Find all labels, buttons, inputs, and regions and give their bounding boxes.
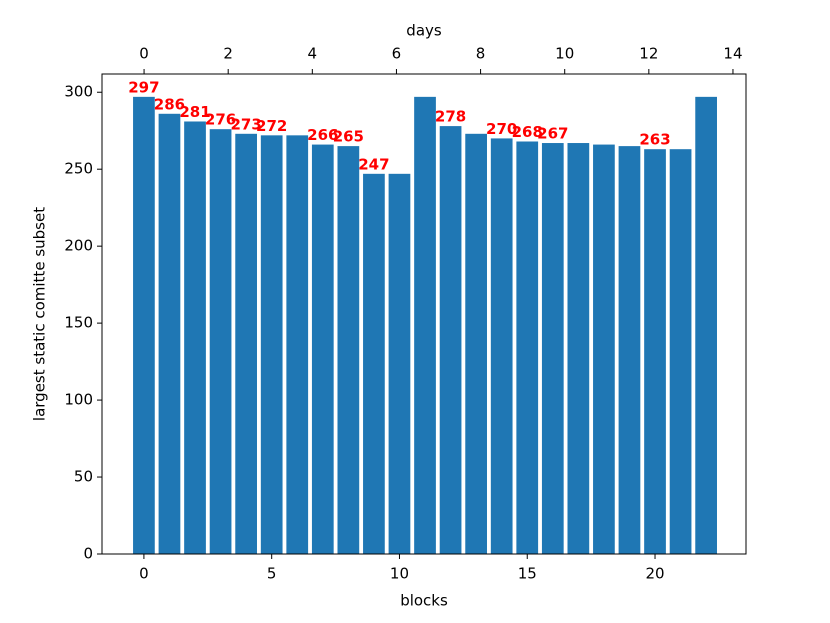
x2-tick-label: 12 [639,45,658,63]
x-axis-label: blocks [400,592,448,610]
value-label: 265 [333,128,364,146]
bar [618,146,641,555]
bar [388,173,411,555]
bar [465,133,487,554]
bar [490,138,513,554]
y-axis-label: largest static comitte subset [31,207,49,421]
x2-tick-label: 14 [723,45,742,63]
bar [593,144,615,554]
bar [567,143,590,554]
y-tick-label: 100 [64,391,93,409]
y-tick-label: 300 [64,83,93,101]
bar [209,129,232,555]
value-label: 270 [486,120,517,138]
x2-axis-label: days [406,22,442,40]
value-label: 273 [230,115,261,133]
bar [235,133,257,554]
plot-frame [101,73,747,555]
y-tick-label: 50 [74,468,93,486]
value-label: 266 [307,126,338,144]
x2-tick-label: 4 [308,45,318,63]
bar [133,96,155,554]
value-label: 281 [179,103,210,121]
x2-tick-label: 8 [476,45,486,63]
bar [337,146,360,555]
y-tick-label: 150 [64,314,93,332]
value-label: 267 [537,125,568,143]
value-label: 263 [639,131,670,149]
value-label: 247 [358,155,389,173]
bar [644,149,666,554]
x2-tick-label: 2 [223,45,233,63]
bar [516,141,539,554]
x-tick-label: 15 [518,565,537,583]
value-label: 278 [435,108,466,126]
bar [311,144,334,554]
value-label: 297 [128,78,159,96]
y-tick-label: 250 [64,160,93,178]
x-tick-label: 20 [645,565,664,583]
bar [286,135,309,554]
y-tick-label: 200 [64,237,93,255]
bar [184,121,206,554]
bar [669,149,692,554]
x2-tick-label: 6 [392,45,402,63]
bar [439,126,462,554]
bar [158,113,181,554]
value-label: 268 [512,123,543,141]
value-label: 276 [205,111,236,129]
value-label: 272 [256,117,287,135]
y-tick-label: 0 [83,545,93,563]
value-label: 286 [154,95,185,113]
bar [695,96,717,554]
x2-tick-label: 10 [555,45,574,63]
bar [541,143,564,554]
x-tick-label: 10 [390,565,409,583]
x2-tick-label: 0 [139,45,149,63]
x-tick-label: 0 [139,565,149,583]
bar [414,96,436,554]
bar [260,135,283,554]
bar [363,173,385,555]
x-tick-label: 5 [267,565,277,583]
